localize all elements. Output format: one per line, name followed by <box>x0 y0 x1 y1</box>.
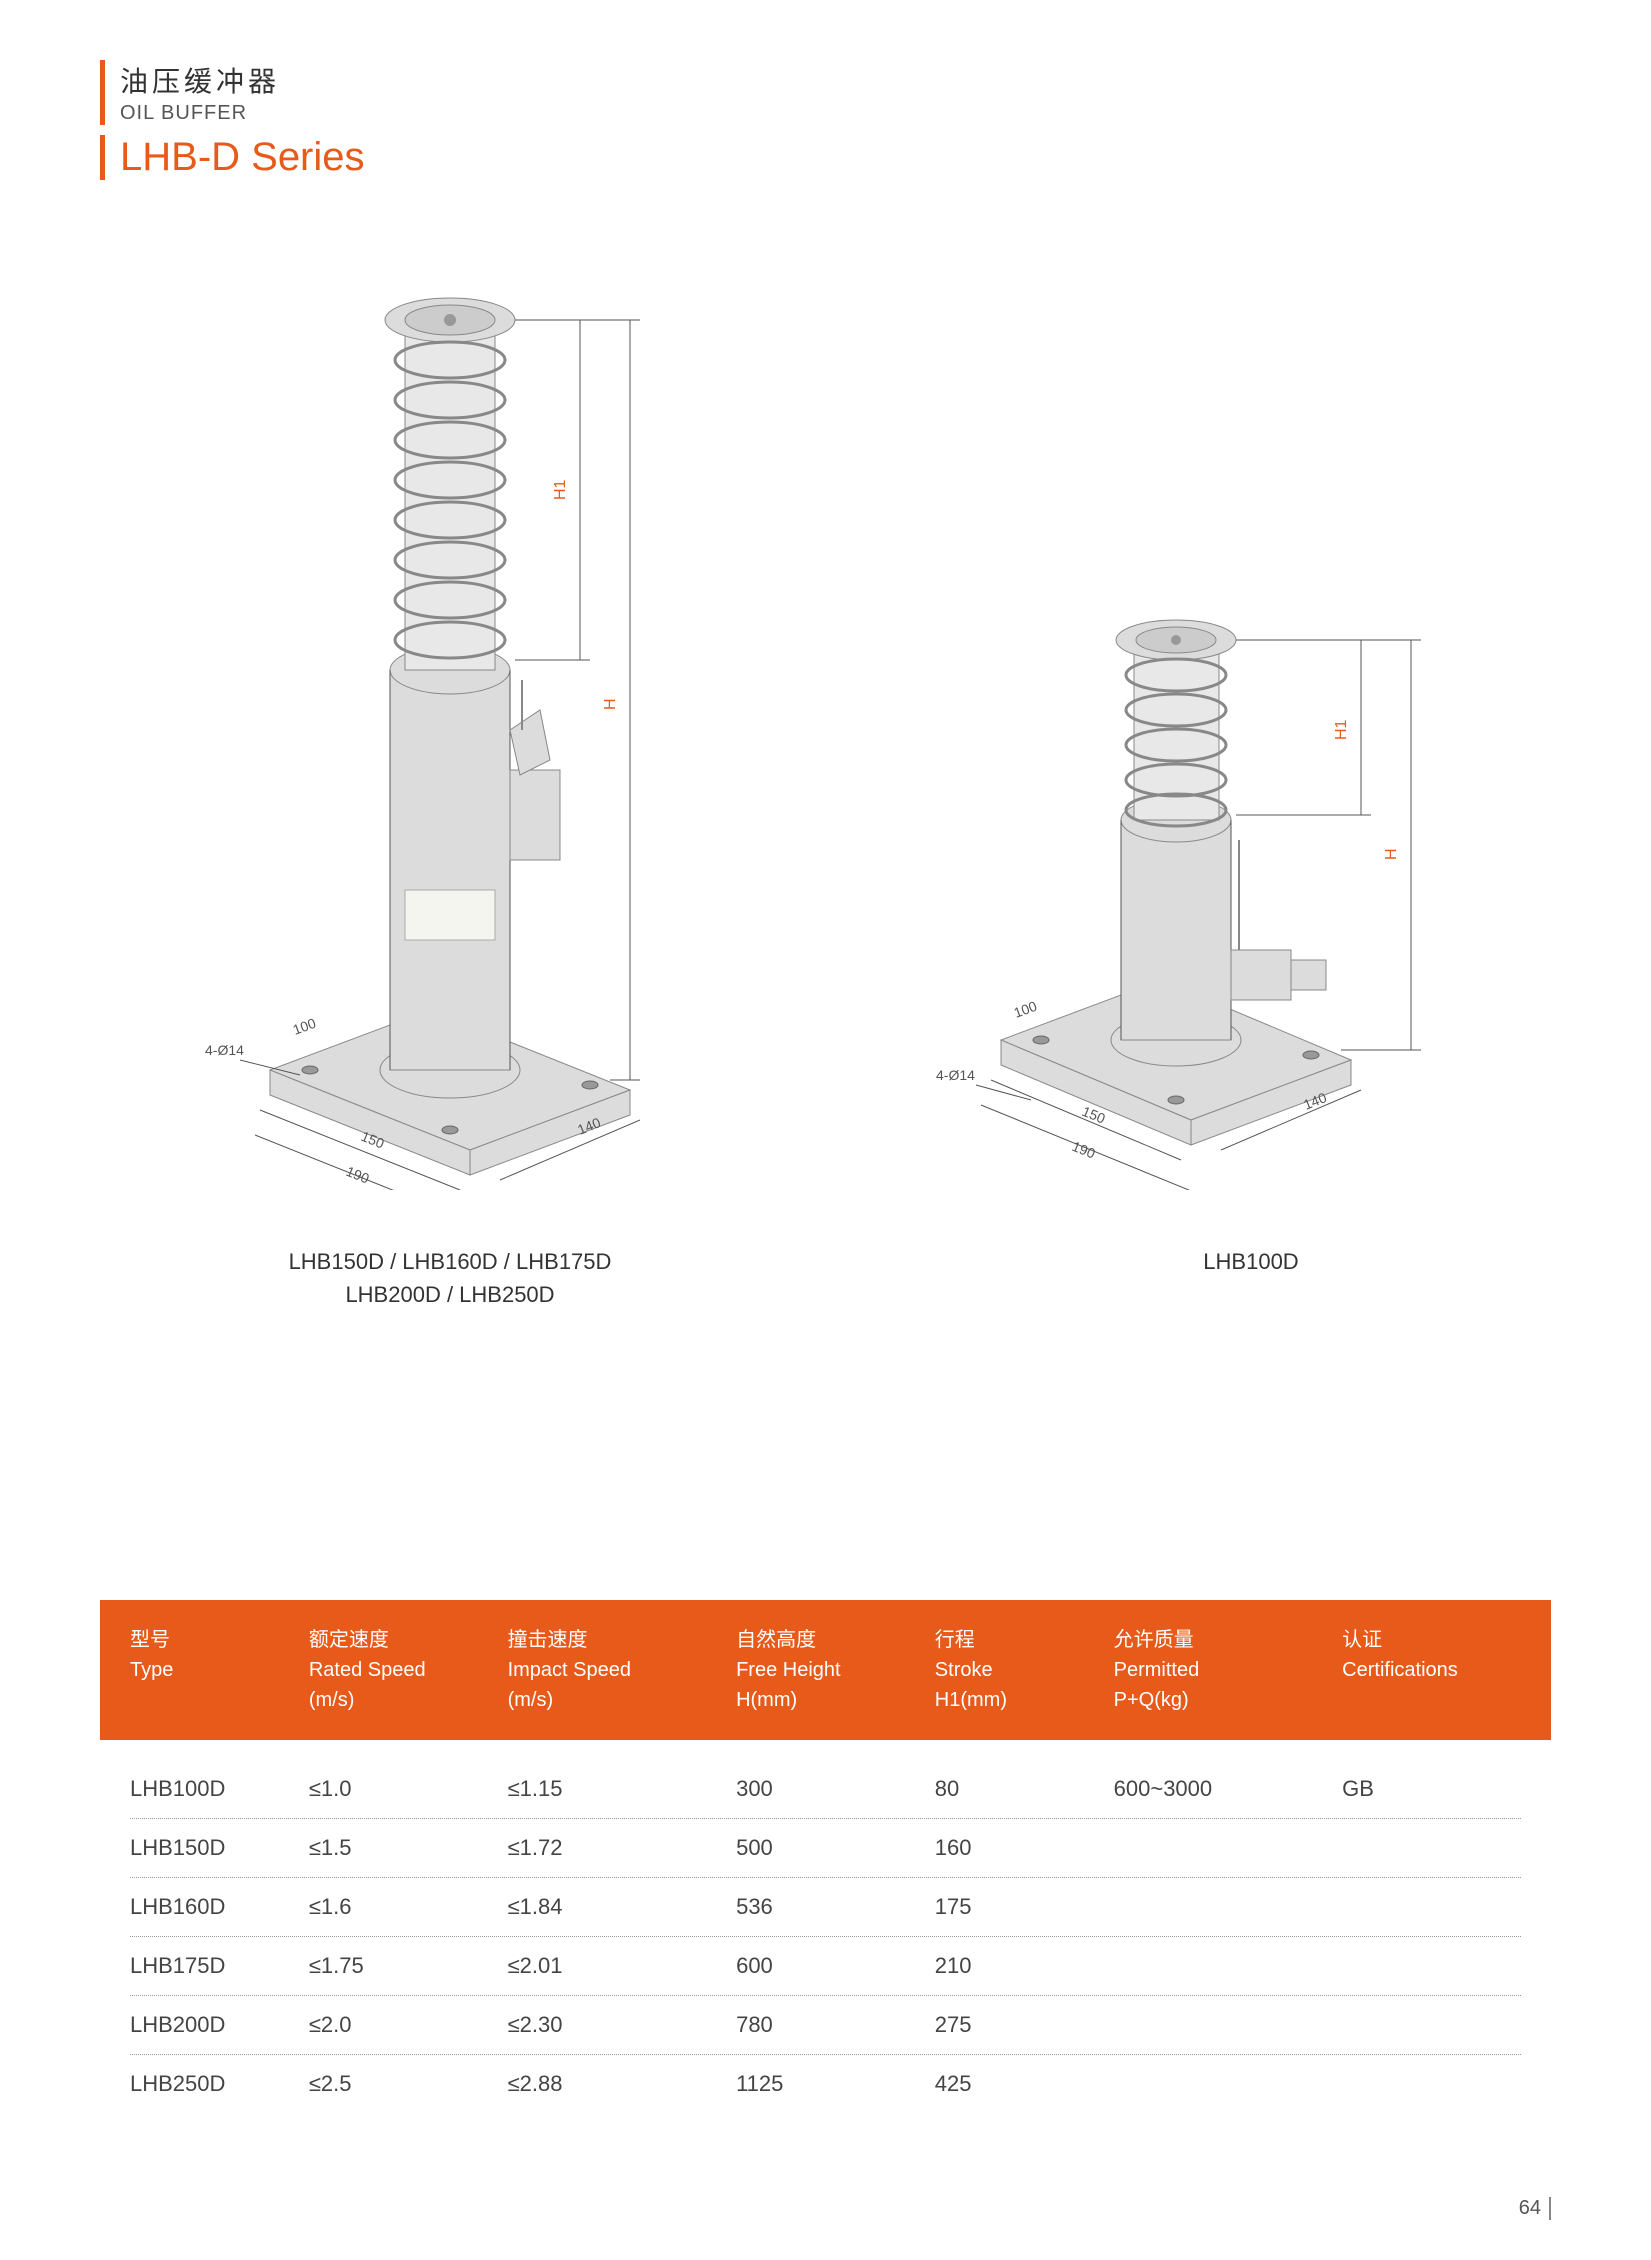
cell-cert <box>1342 1835 1521 1861</box>
page-number: 64 <box>1519 2197 1551 2220</box>
cell-permitted <box>1114 2012 1343 2038</box>
table-body: LHB100D ≤1.0 ≤1.15 300 80 600~3000 GB LH… <box>100 1740 1551 2113</box>
cell-permitted <box>1114 1953 1343 1979</box>
table-header-row: 型号 Type 额定速度 Rated Speed (m/s) 撞击速度 Impa… <box>100 1600 1551 1740</box>
cell-impact: ≤2.30 <box>508 2012 737 2038</box>
cell-stroke: 210 <box>935 1953 1114 1979</box>
diagram-label-left: LHB150D / LHB160D / LHB175D LHB200D / LH… <box>200 1245 700 1311</box>
svg-text:4-Ø14: 4-Ø14 <box>205 1042 244 1058</box>
spec-table: 型号 Type 额定速度 Rated Speed (m/s) 撞击速度 Impa… <box>100 1600 1551 2113</box>
cell-impact: ≤1.72 <box>508 1835 737 1861</box>
cell-free: 536 <box>736 1894 935 1920</box>
cell-type: LHB150D <box>130 1835 309 1861</box>
svg-text:H1: H1 <box>552 479 569 500</box>
cell-permitted <box>1114 2071 1343 2097</box>
cylinder-body <box>380 646 520 1098</box>
diagram-label-right: LHB100D <box>1101 1245 1401 1278</box>
svg-text:190: 190 <box>344 1163 372 1187</box>
dimension-h1-short: H1 <box>1236 640 1371 815</box>
svg-text:H: H <box>1383 848 1400 860</box>
label-left-line1: LHB150D / LHB160D / LHB175D <box>200 1245 700 1278</box>
cell-type: LHB160D <box>130 1894 309 1920</box>
buffer-tall-diagram: H H1 4-Ø14 100 150 190 140 <box>150 240 750 1190</box>
cell-permitted <box>1114 1835 1343 1861</box>
header-free: 自然高度 Free Height H(mm) <box>736 1625 935 1715</box>
svg-text:H1: H1 <box>1333 719 1350 740</box>
svg-text:4-Ø14: 4-Ø14 <box>936 1067 975 1083</box>
cell-type: LHB175D <box>130 1953 309 1979</box>
cell-type: LHB200D <box>130 2012 309 2038</box>
header-stroke: 行程 Stroke H1(mm) <box>935 1625 1114 1715</box>
diagram-right: H H1 4-Ø14 100 150 190 140 <box>921 540 1471 1190</box>
header-impact: 撞击速度 Impact Speed (m/s) <box>508 1625 737 1715</box>
svg-text:H: H <box>602 698 619 710</box>
cell-cert <box>1342 2071 1521 2097</box>
svg-text:100: 100 <box>1012 998 1040 1021</box>
dimension-h: H <box>515 320 640 1080</box>
cell-free: 600 <box>736 1953 935 1979</box>
cell-rated: ≤1.0 <box>309 1776 508 1802</box>
cell-stroke: 275 <box>935 2012 1114 2038</box>
table-row: LHB160D ≤1.6 ≤1.84 536 175 <box>130 1878 1521 1937</box>
cell-type: LHB100D <box>130 1776 309 1802</box>
switch-box <box>510 680 560 860</box>
cell-impact: ≤1.15 <box>508 1776 737 1802</box>
cell-cert <box>1342 1894 1521 1920</box>
label-left-line2: LHB200D / LHB250D <box>200 1278 700 1311</box>
cell-rated: ≤1.75 <box>309 1953 508 1979</box>
cell-stroke: 425 <box>935 2071 1114 2097</box>
cell-cert <box>1342 1953 1521 1979</box>
cell-rated: ≤1.6 <box>309 1894 508 1920</box>
spring-section <box>385 298 515 670</box>
cylinder-body-short <box>1111 798 1241 1066</box>
table-row: LHB100D ≤1.0 ≤1.15 300 80 600~3000 GB <box>130 1760 1521 1819</box>
header-cert: 认证 Certifications <box>1342 1625 1521 1715</box>
cell-cert <box>1342 2012 1521 2038</box>
cell-rated: ≤2.0 <box>309 2012 508 2038</box>
title-english: OIL BUFFER <box>120 102 1551 125</box>
diagram-area: H H1 4-Ø14 100 150 190 140 <box>100 240 1551 1420</box>
svg-text:190: 190 <box>1070 1138 1098 1162</box>
cell-permitted: 600~3000 <box>1114 1776 1343 1802</box>
label-right: LHB100D <box>1101 1245 1401 1278</box>
series-title: LHB-D Series <box>100 135 1551 180</box>
cell-type: LHB250D <box>130 2071 309 2097</box>
table-row: LHB200D ≤2.0 ≤2.30 780 275 <box>130 1996 1521 2055</box>
spring-section-short <box>1116 620 1236 826</box>
cell-rated: ≤2.5 <box>309 2071 508 2097</box>
header-rated: 额定速度 Rated Speed (m/s) <box>309 1625 508 1715</box>
diagram-left: H H1 4-Ø14 100 150 190 140 <box>150 240 750 1190</box>
cell-free: 500 <box>736 1835 935 1861</box>
cell-permitted <box>1114 1894 1343 1920</box>
table-row: LHB250D ≤2.5 ≤2.88 1125 425 <box>130 2055 1521 2113</box>
switch-box-short <box>1231 840 1326 1000</box>
cell-free: 780 <box>736 2012 935 2038</box>
cell-impact: ≤2.88 <box>508 2071 737 2097</box>
table-row: LHB150D ≤1.5 ≤1.72 500 160 <box>130 1819 1521 1878</box>
dimension-h1: H1 <box>515 320 590 660</box>
buffer-short-diagram: H H1 4-Ø14 100 150 190 140 <box>921 540 1471 1190</box>
title-chinese: 油压缓冲器 <box>120 60 1551 100</box>
cell-free: 1125 <box>736 2071 935 2097</box>
cell-impact: ≤1.84 <box>508 1894 737 1920</box>
cell-stroke: 80 <box>935 1776 1114 1802</box>
svg-text:100: 100 <box>291 1015 319 1038</box>
cell-impact: ≤2.01 <box>508 1953 737 1979</box>
cell-free: 300 <box>736 1776 935 1802</box>
page-header: 油压缓冲器 OIL BUFFER <box>100 60 1551 125</box>
table-row: LHB175D ≤1.75 ≤2.01 600 210 <box>130 1937 1521 1996</box>
cell-stroke: 175 <box>935 1894 1114 1920</box>
cell-cert: GB <box>1342 1776 1521 1802</box>
cell-rated: ≤1.5 <box>309 1835 508 1861</box>
cell-stroke: 160 <box>935 1835 1114 1861</box>
header-permitted: 允许质量 Permitted P+Q(kg) <box>1114 1625 1343 1715</box>
header-type: 型号 Type <box>130 1625 309 1715</box>
